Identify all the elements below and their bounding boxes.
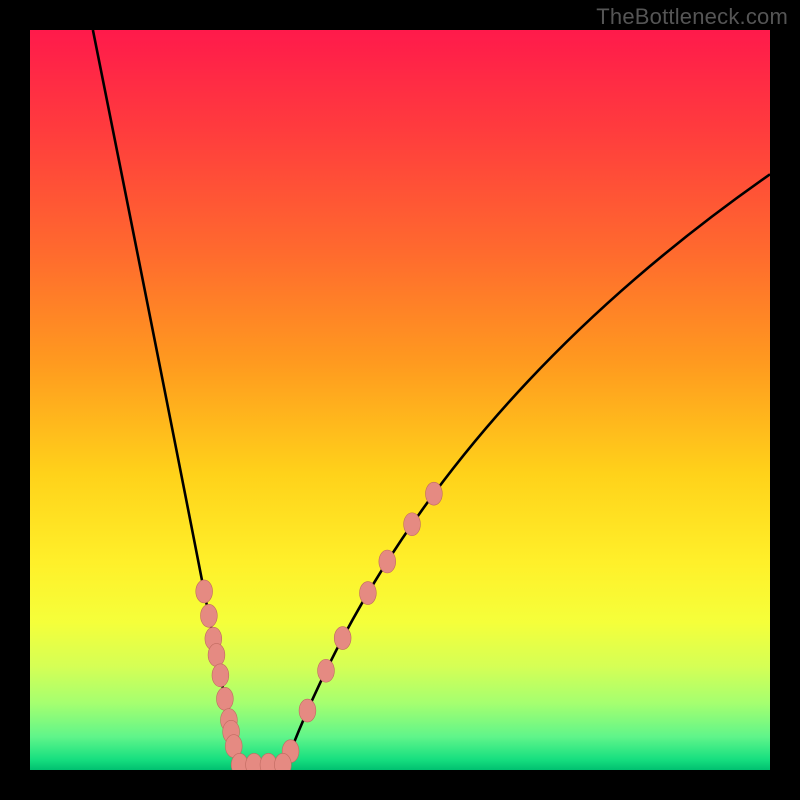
marker-right-3	[334, 627, 351, 650]
marker-left-3	[208, 643, 225, 666]
marker-left-4	[212, 664, 229, 687]
marker-right-5	[379, 550, 396, 573]
marker-left-1	[200, 604, 217, 627]
marker-right-2	[318, 659, 335, 682]
marker-left-5	[216, 687, 233, 710]
chart-frame: TheBottleneck.com	[0, 0, 800, 800]
marker-right-6	[404, 513, 421, 536]
bottleneck-chart-svg	[0, 0, 800, 800]
marker-left-0	[196, 580, 213, 603]
marker-right-4	[359, 582, 376, 605]
watermark-label: TheBottleneck.com	[596, 4, 788, 30]
plot-background	[30, 30, 770, 770]
marker-right-7	[425, 482, 442, 505]
marker-right-1	[299, 699, 316, 722]
